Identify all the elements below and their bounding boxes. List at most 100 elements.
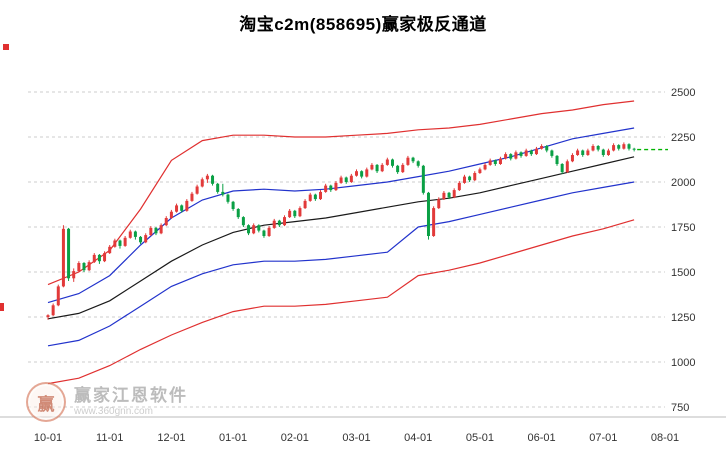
candle-body bbox=[319, 191, 323, 200]
candle-body bbox=[401, 164, 405, 173]
chart-title: 淘宝c2m(858695)赢家极反通道 bbox=[239, 15, 487, 34]
candle-body bbox=[457, 182, 461, 191]
candle-body bbox=[622, 144, 626, 149]
candle-body bbox=[488, 160, 492, 165]
y-tick-label: 2000 bbox=[671, 177, 695, 189]
candle-body bbox=[164, 218, 168, 226]
candle-body bbox=[118, 240, 122, 246]
x-tick-label: 07-01 bbox=[589, 432, 617, 444]
candle-body bbox=[113, 240, 117, 247]
candle-body bbox=[283, 217, 287, 226]
y-tick-label: 1250 bbox=[671, 312, 695, 324]
candle-body bbox=[406, 157, 410, 165]
candle-body bbox=[180, 205, 184, 211]
candle-body bbox=[437, 199, 441, 209]
candle-body bbox=[498, 158, 502, 164]
candle-body bbox=[200, 179, 204, 187]
y-tick-label: 1500 bbox=[671, 267, 695, 279]
channel-lines bbox=[47, 100, 635, 385]
x-tick-label: 04-01 bbox=[404, 432, 432, 444]
candle-body bbox=[534, 148, 538, 155]
candle-body bbox=[576, 150, 580, 155]
candle-body bbox=[185, 200, 189, 211]
candle-body bbox=[509, 154, 513, 159]
candle-body bbox=[139, 236, 143, 243]
candle-body bbox=[190, 193, 194, 201]
channel-line-upper-outer-red bbox=[47, 100, 635, 286]
candle-body bbox=[560, 164, 564, 173]
candle-body bbox=[175, 205, 179, 212]
candle-body bbox=[447, 192, 451, 198]
edge-markers bbox=[0, 44, 9, 311]
candle-body bbox=[550, 150, 554, 156]
candle-body bbox=[617, 145, 621, 149]
candle-body bbox=[169, 211, 173, 218]
y-tick-label: 2250 bbox=[671, 132, 695, 144]
candle-body bbox=[247, 225, 251, 234]
candle-body bbox=[360, 171, 364, 177]
candle-body bbox=[426, 192, 430, 236]
candle-body bbox=[519, 152, 523, 156]
x-tick-label: 06-01 bbox=[528, 432, 556, 444]
candle-body bbox=[540, 146, 544, 149]
candle-body bbox=[51, 305, 55, 316]
candle-body bbox=[236, 209, 240, 218]
candle-body bbox=[334, 182, 338, 191]
y-tick-label: 2500 bbox=[671, 87, 695, 99]
y-tick-label: 1000 bbox=[671, 357, 695, 369]
candle-body bbox=[421, 165, 425, 193]
candle-body bbox=[524, 150, 528, 156]
x-tick-label: 08-01 bbox=[651, 432, 679, 444]
candle-body bbox=[92, 254, 96, 263]
candle-body bbox=[87, 262, 91, 271]
x-tick-label: 03-01 bbox=[342, 432, 370, 444]
candle-body bbox=[97, 254, 101, 262]
candle-body bbox=[344, 177, 348, 182]
candle-body bbox=[324, 185, 328, 192]
candle-body bbox=[67, 228, 71, 279]
candle-body bbox=[149, 227, 153, 236]
candle-body bbox=[396, 165, 400, 173]
candle-body bbox=[267, 227, 271, 236]
y-tick-label: 1750 bbox=[671, 222, 695, 234]
y-axis-labels: 2500 2250 2000 1750 1500 1250 1000 750 bbox=[671, 87, 695, 414]
candle-body bbox=[61, 228, 65, 287]
candle-body bbox=[272, 220, 276, 228]
edge-marker bbox=[0, 303, 4, 311]
candle-body bbox=[313, 194, 317, 200]
candle-body bbox=[339, 177, 343, 183]
x-tick-label: 11-01 bbox=[96, 432, 123, 444]
candle-body bbox=[133, 231, 137, 237]
candle-body bbox=[390, 159, 394, 166]
candle-body bbox=[586, 150, 590, 155]
candle-body bbox=[226, 194, 230, 202]
candle-body bbox=[380, 164, 384, 172]
candle-body bbox=[370, 164, 374, 170]
candle-body bbox=[159, 225, 163, 234]
candle-body bbox=[365, 169, 369, 177]
candle-body bbox=[128, 231, 132, 238]
candle-body bbox=[385, 159, 389, 165]
candle-body bbox=[462, 176, 466, 183]
candle-body bbox=[442, 192, 446, 200]
candle-body bbox=[82, 263, 86, 271]
candle-body bbox=[606, 150, 610, 155]
candle-body bbox=[591, 146, 595, 151]
x-tick-label: 05-01 bbox=[466, 432, 494, 444]
candle-body bbox=[514, 152, 518, 159]
candle-body bbox=[478, 169, 482, 173]
candle-body bbox=[473, 173, 477, 181]
candle-body bbox=[211, 175, 215, 184]
candle-body bbox=[298, 208, 302, 217]
candle-body bbox=[216, 183, 220, 192]
y-tick-label: 750 bbox=[671, 402, 689, 414]
candles bbox=[46, 142, 636, 320]
candle-body bbox=[432, 208, 436, 236]
candle-body bbox=[123, 237, 127, 246]
candle-body bbox=[483, 164, 487, 170]
candle-body bbox=[493, 160, 497, 164]
channel-line-lower-inner-blue bbox=[47, 181, 635, 347]
candle-body bbox=[349, 175, 353, 182]
candle-body bbox=[632, 148, 636, 150]
